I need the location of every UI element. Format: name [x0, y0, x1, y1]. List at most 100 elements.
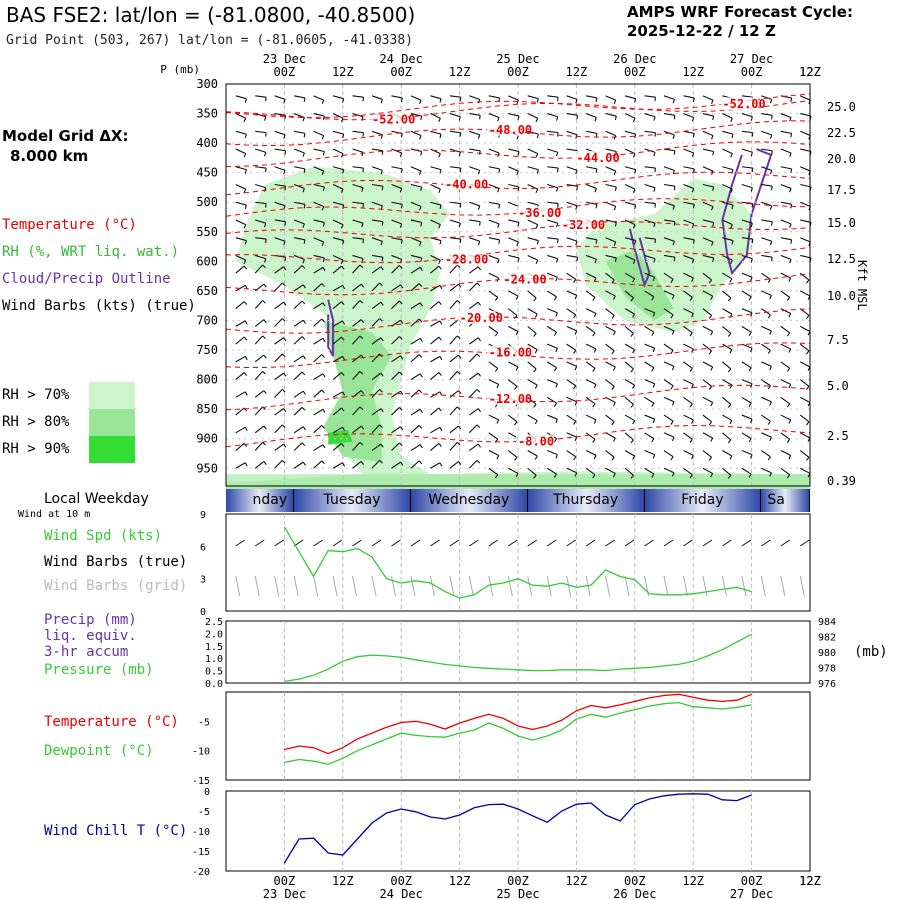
legend-rh80-label: RH > 80% — [2, 414, 70, 430]
model-grid-label: Model Grid ΔX: — [2, 127, 129, 145]
isotherm-line — [225, 171, 811, 196]
legend-rh: RH (%, WRT liq. wat.) — [2, 244, 180, 260]
weekday-label: Local Weekday — [44, 491, 149, 507]
temp-tick-label: -10 — [192, 747, 210, 758]
weekday-name: Thursday — [553, 492, 619, 508]
chill-tick-label: -5 — [198, 807, 210, 818]
isotherm-label: -16.00 — [489, 346, 532, 360]
pressure-unit: (mb) — [854, 644, 888, 660]
pressure-tick-label: 600 — [196, 254, 218, 268]
pressure-tick-label: 980 — [818, 648, 836, 659]
wind-chill-line — [283, 793, 752, 864]
kft-msl-label: Kft MSL — [855, 260, 869, 311]
cloud-outline-friday-b — [721, 148, 773, 276]
bottom-date-label: 25 Dec — [496, 887, 539, 900]
top-date-label: 24 Dec — [380, 52, 423, 66]
rh90-area — [328, 429, 353, 445]
bottom-hour-label: 12Z — [799, 874, 821, 888]
pressure-tick-label: 950 — [196, 461, 218, 475]
p-axis-label: P (mb) — [160, 63, 200, 76]
bottom-date-label: 26 Dec — [613, 887, 656, 900]
chill-tick-label: -15 — [192, 847, 210, 858]
dewpoint-label: Dewpoint (°C) — [44, 743, 154, 759]
wind10-subtitle: Wind at 10 m — [18, 509, 91, 520]
wind10-barbs — [235, 539, 810, 547]
height-tick-label: 22.5 — [827, 126, 856, 140]
weekday-band: nday Tuesday Wednesday Thursday Friday Sa — [226, 488, 810, 512]
isotherm-line — [225, 220, 811, 239]
top-hour-label: 12Z — [332, 65, 354, 79]
height-tick-label: 12.5 — [827, 252, 856, 266]
height-tick-label: 17.5 — [827, 183, 856, 197]
height-tick-label: 0.39 — [827, 474, 856, 488]
bottom-hour-label: 00Z — [507, 874, 529, 888]
wind-speed-line — [283, 526, 752, 599]
pressure-tick-label: 550 — [196, 225, 218, 239]
top-date-label: 26 Dec — [613, 52, 656, 66]
pressure-tick-label: 500 — [196, 195, 218, 209]
top-hour-label: 00Z — [274, 65, 296, 79]
forecast-cycle-value: 2025-12-22 / 12 Z — [627, 22, 776, 40]
legend-cloud: Cloud/Precip Outline — [2, 271, 171, 287]
wind-chill-label: Wind Chill T (°C) — [44, 823, 188, 839]
temp-tick-label: -15 — [192, 776, 210, 787]
pressure-tick-label: 350 — [196, 107, 218, 121]
precip-tick-label: 0.0 — [205, 679, 223, 690]
top-hour-label: 00Z — [390, 65, 412, 79]
weekday-name: Sa — [767, 492, 785, 508]
top-hour-label: 12Z — [566, 65, 588, 79]
height-tick-label: 7.5 — [827, 333, 849, 347]
isotherm-label: -52.00 — [722, 97, 765, 111]
precip-tick-label: 1.0 — [205, 654, 223, 665]
top-hour-label: 00Z — [741, 65, 763, 79]
wind10-grid-barbs — [235, 575, 805, 597]
wind-barbs-true-label: Wind Barbs (true) — [44, 554, 188, 570]
top-hour-label: 00Z — [507, 65, 529, 79]
temperature-label: Temperature (°C) — [44, 714, 179, 730]
bottom-hour-label: 00Z — [624, 874, 646, 888]
isotherm-label: -44.00 — [576, 151, 619, 165]
height-tick-label: 15.0 — [827, 216, 856, 230]
weekday-name: Friday — [681, 492, 724, 508]
bottom-hour-label: 00Z — [274, 874, 296, 888]
legend-rh90-label: RH > 90% — [2, 441, 70, 457]
isotherm-line — [225, 245, 811, 264]
legend-wind-barbs: Wind Barbs (kts) (true) — [2, 298, 196, 314]
isotherm-label: -28.00 — [445, 252, 488, 266]
temperature-line — [284, 693, 752, 755]
isotherm-line — [225, 100, 811, 121]
legend-rh70-label: RH > 70% — [2, 387, 70, 403]
precip-tick-label: 0.5 — [205, 667, 223, 678]
pressure-tick-label: 800 — [196, 373, 218, 387]
weekday-cell: Friday — [644, 488, 762, 512]
rh80-area — [323, 320, 392, 463]
top-hour-label: 00Z — [624, 65, 646, 79]
bottom-hour-label: 12Z — [682, 874, 704, 888]
isotherm-label: -12.00 — [489, 392, 532, 406]
wind-tick-label: 0 — [200, 607, 206, 618]
grid-point-label: Grid Point (503, 267) lat/lon = (-81.060… — [6, 33, 413, 48]
weekday-cell: Tuesday — [294, 488, 411, 512]
isotherm-label: -52.00 — [372, 113, 415, 127]
isotherm-line — [225, 273, 811, 296]
height-tick-label: 20.0 — [827, 152, 856, 166]
temp-tick-label: -5 — [198, 717, 210, 728]
cloud-outline-tuesday — [327, 299, 335, 357]
pressure-line — [284, 633, 752, 683]
bottom-hour-label: 00Z — [741, 874, 763, 888]
weekday-name: nday — [252, 492, 288, 508]
bottom-date-label: 23 Dec — [263, 887, 306, 900]
precip-liq-label: liq. equiv. — [44, 628, 137, 644]
dewpoint-line — [284, 701, 752, 765]
bottom-hour-label: 12Z — [566, 874, 588, 888]
bottom-date-label: 27 Dec — [730, 887, 773, 900]
precip-tick-label: 2.5 — [205, 617, 223, 628]
weekday-cell: Thursday — [527, 488, 645, 512]
top-hour-label: 12Z — [799, 65, 821, 79]
rh80-surface — [226, 474, 810, 489]
weekday-cell: nday — [226, 488, 295, 512]
pressure-tick-label: 750 — [196, 343, 218, 357]
height-tick-label: 5.0 — [827, 379, 849, 393]
isotherm-label: -20.00 — [460, 311, 503, 325]
